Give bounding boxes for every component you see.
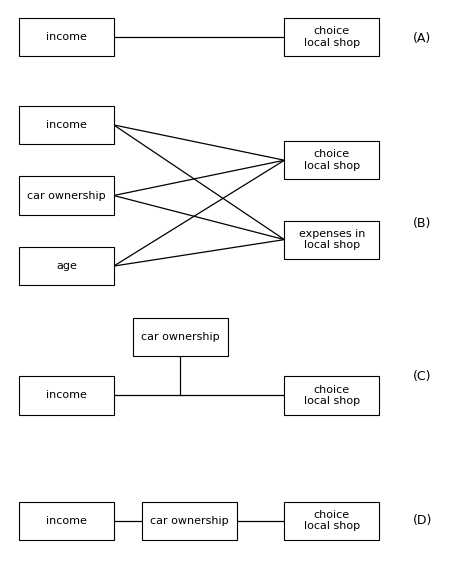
Text: (A): (A) bbox=[412, 32, 431, 45]
Text: income: income bbox=[46, 516, 87, 526]
FancyBboxPatch shape bbox=[284, 220, 379, 259]
Text: income: income bbox=[46, 120, 87, 130]
Text: choice
local shop: choice local shop bbox=[304, 26, 360, 48]
Text: choice
local shop: choice local shop bbox=[304, 385, 360, 406]
FancyBboxPatch shape bbox=[284, 141, 379, 179]
FancyBboxPatch shape bbox=[19, 376, 114, 415]
FancyBboxPatch shape bbox=[133, 318, 228, 356]
Text: income: income bbox=[46, 390, 87, 400]
Text: choice
local shop: choice local shop bbox=[304, 510, 360, 532]
Text: car ownership: car ownership bbox=[27, 191, 106, 201]
Text: (C): (C) bbox=[412, 370, 431, 383]
FancyBboxPatch shape bbox=[19, 18, 114, 56]
FancyBboxPatch shape bbox=[284, 376, 379, 415]
FancyBboxPatch shape bbox=[142, 502, 237, 540]
Text: age: age bbox=[56, 261, 77, 271]
Text: expenses in
local shop: expenses in local shop bbox=[299, 229, 365, 250]
FancyBboxPatch shape bbox=[284, 502, 379, 540]
Text: car ownership: car ownership bbox=[150, 516, 229, 526]
FancyBboxPatch shape bbox=[19, 502, 114, 540]
FancyBboxPatch shape bbox=[19, 176, 114, 215]
FancyBboxPatch shape bbox=[19, 247, 114, 285]
FancyBboxPatch shape bbox=[284, 18, 379, 56]
Text: choice
local shop: choice local shop bbox=[304, 149, 360, 171]
FancyBboxPatch shape bbox=[19, 106, 114, 144]
Text: car ownership: car ownership bbox=[141, 332, 219, 342]
Text: (B): (B) bbox=[412, 217, 431, 230]
Text: (D): (D) bbox=[412, 514, 432, 527]
Text: income: income bbox=[46, 32, 87, 42]
